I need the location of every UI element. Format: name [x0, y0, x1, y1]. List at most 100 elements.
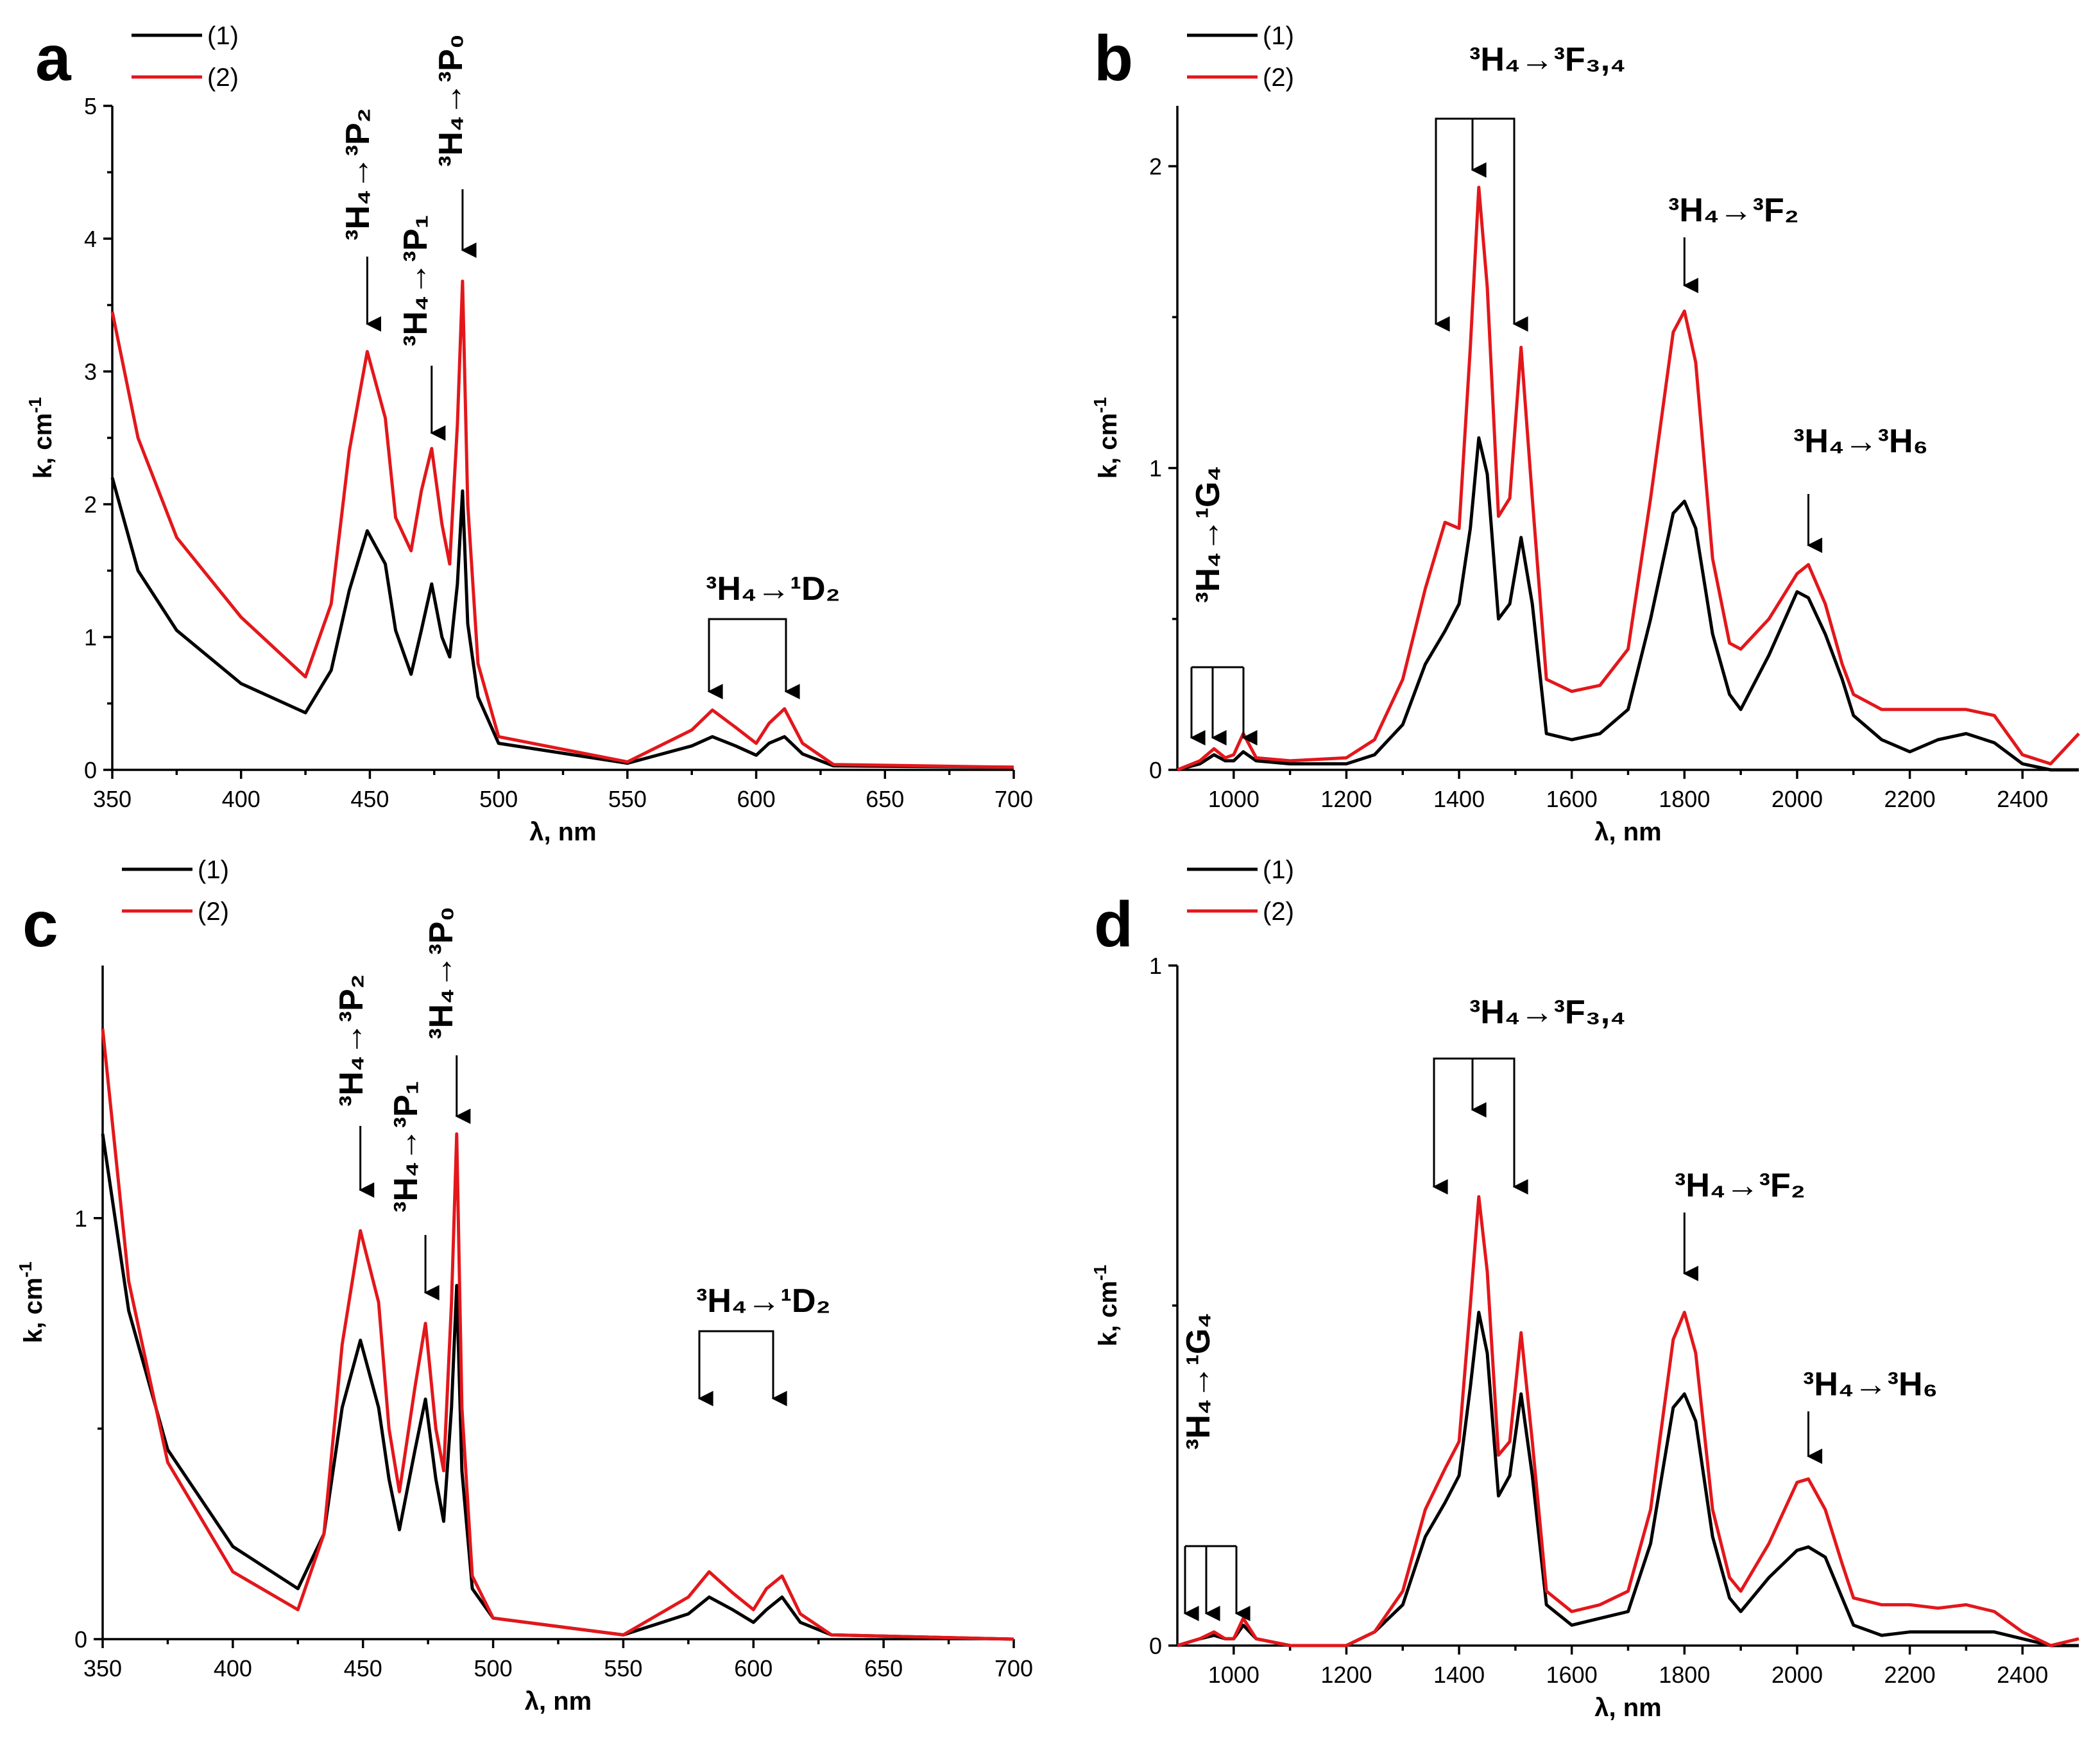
x-axis-label: λ, nm [529, 818, 596, 846]
x-tick-label: 1800 [1659, 1662, 1710, 1688]
x-tick-label: 2400 [1997, 786, 2048, 812]
transition-annotation: ³H₄→¹G₄ [1190, 466, 1258, 745]
y-tick-label: 1 [84, 624, 97, 651]
x-tick-label: 1600 [1546, 786, 1598, 812]
legend-label: (1) [1263, 22, 1294, 50]
x-tick-label: 2200 [1884, 1662, 1936, 1688]
y-tick-label: 4 [84, 226, 97, 252]
transition-annotation: ³H₄→¹D₂ [696, 1282, 831, 1406]
transition-annotation: ³H₄→³P₂ [339, 108, 382, 332]
x-tick-label: 600 [737, 786, 776, 812]
panel-a: a (1) (2) 350 400 450 500 550 600 650 700 0 1 2 3 4 5 λ, … [25, 22, 1033, 846]
x-tick-label: 650 [864, 1655, 903, 1681]
transition-annotation: ³H₄→¹D₂ [706, 570, 841, 699]
y-tick-label: 0 [1149, 757, 1162, 783]
transition-annotation: ³H₄→³P₀ [423, 907, 471, 1124]
transition-label: ³H₄→¹D₂ [706, 570, 841, 608]
bracket-line [708, 618, 787, 692]
y-tick-label: 3 [84, 359, 97, 385]
transition-label: ³H₄→¹D₂ [696, 1282, 831, 1320]
x-tick-label: 450 [350, 786, 389, 812]
panel-b: b (1) (2) 1000 1200 1400 1600 1800 2000 2200 2400 0… [1090, 22, 2080, 846]
transition-label: ³H₄→³H₆ [1793, 423, 1928, 460]
x-tick-label: 700 [995, 1655, 1033, 1681]
y-axis-label: k, cm-1 [1090, 1264, 1122, 1346]
x-tick-label: 500 [479, 786, 518, 812]
transition-annotation: ³H₄→¹G₄ [1180, 1313, 1251, 1621]
transition-label: ³H₄→³F₂ [1668, 192, 1799, 229]
x-tick-label: 2400 [1997, 1662, 2048, 1688]
x-tick-label: 2000 [1771, 786, 1823, 812]
x-tick-label: 350 [83, 1655, 122, 1681]
transition-label: ³H₄→¹G₄ [1180, 1313, 1217, 1450]
x-axis-label: λ, nm [1594, 818, 1661, 846]
legend-label: (1) [198, 856, 229, 884]
y-tick-label: 0 [74, 1626, 87, 1653]
transition-label: ³H₄→¹G₄ [1190, 466, 1227, 603]
x-tick-label: 2000 [1771, 1662, 1823, 1688]
x-tick-label: 1600 [1546, 1662, 1598, 1688]
transition-label: ³H₄→³F₃,₄ [1469, 41, 1626, 78]
transition-annotation: ³H₄→³P₁ [388, 1081, 440, 1300]
y-tick-label: 0 [1149, 1633, 1162, 1659]
y-axis-label: k, cm-1 [1090, 397, 1122, 479]
transition-annotation: ³H₄→³H₆ [1803, 1366, 1938, 1464]
panel-letter: c [22, 889, 58, 960]
legend-label: (1) [1263, 856, 1294, 884]
series-line-2 [1177, 185, 2080, 772]
y-tick-label: 1 [1149, 455, 1162, 482]
x-tick-label: 400 [222, 786, 260, 812]
transition-label: ³H₄→³P₀ [432, 34, 470, 167]
transition-label: ³H₄→³P₂ [339, 108, 377, 241]
y-tick-label: 2 [1149, 153, 1162, 180]
transition-label: ³H₄→³P₀ [423, 907, 460, 1039]
legend-label: (1) [207, 22, 239, 50]
legend-label: (2) [1263, 898, 1294, 926]
bracket-line [1433, 1057, 1515, 1187]
transition-label: ³H₄→³P₂ [333, 974, 370, 1107]
transition-label: ³H₄→³F₂ [1675, 1167, 1805, 1204]
series-line-2 [101, 1028, 1014, 1641]
transition-label: ³H₄→³F₃,₄ [1469, 994, 1626, 1031]
x-tick-label: 550 [608, 786, 647, 812]
panel-letter: a [35, 22, 72, 94]
series-line-2 [1177, 1195, 2079, 1647]
series-line-2 [110, 279, 1014, 769]
transition-annotation: ³H₄→³F₃,₄ [1432, 994, 1626, 1195]
legend-label: (2) [1263, 64, 1294, 92]
transition-annotation: ³H₄→³F₃,₄ [1434, 41, 1626, 332]
transition-annotation: ³H₄→³F₂ [1675, 1167, 1805, 1281]
x-tick-label: 350 [93, 786, 132, 812]
panel-d: d (1) (2) 1000 1200 1400 1600 1800 2000 2200 2400 0… [1090, 856, 2079, 1722]
transition-label: ³H₄→³P₁ [397, 215, 434, 346]
x-tick-label: 1000 [1208, 786, 1259, 812]
x-tick-label: 1800 [1659, 786, 1710, 812]
panel-c: c (1) (2) 350 400 450 500 550 600 650 700 0 1 λ, nm k,… [15, 856, 1033, 1715]
panel-letter: d [1094, 889, 1133, 960]
x-tick-label: 450 [344, 1655, 382, 1681]
y-axis-label: k, cm-1 [25, 397, 57, 479]
x-tick-label: 650 [866, 786, 904, 812]
transition-annotation: ³H₄→³F₂ [1668, 192, 1799, 293]
transition-annotation: ³H₄→³P₁ [397, 215, 446, 441]
bracket-line [1435, 117, 1515, 324]
x-tick-label: 1400 [1433, 786, 1485, 812]
bracket-line [698, 1330, 774, 1399]
legend-label: (2) [198, 898, 229, 926]
x-tick-label: 550 [604, 1655, 642, 1681]
x-tick-label: 400 [214, 1655, 252, 1681]
y-tick-label: 2 [84, 491, 97, 518]
x-tick-label: 2200 [1884, 786, 1936, 812]
x-axis-label: λ, nm [1594, 1694, 1661, 1722]
transition-annotation: ³H₄→³H₆ [1793, 423, 1928, 553]
y-tick-label: 1 [1149, 953, 1162, 979]
transition-label: ³H₄→³P₁ [388, 1081, 425, 1213]
y-axis-label: k, cm-1 [15, 1261, 47, 1343]
x-tick-label: 600 [734, 1655, 773, 1681]
x-tick-label: 1200 [1320, 1662, 1372, 1688]
transition-annotation: ³H₄→³P₂ [333, 974, 375, 1198]
series-line-1 [1177, 1311, 2079, 1647]
x-tick-label: 1400 [1433, 1662, 1485, 1688]
x-tick-label: 500 [474, 1655, 513, 1681]
series-line-1 [101, 1134, 1014, 1641]
